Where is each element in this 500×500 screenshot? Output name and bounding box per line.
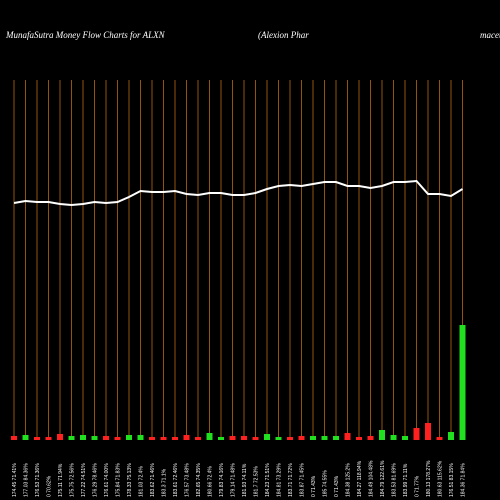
bar <box>22 435 29 440</box>
x-tick-label: 0 71.77% <box>415 475 421 497</box>
bar <box>218 437 224 440</box>
bar <box>241 436 247 440</box>
x-tick-label: 180.13 178.27% <box>426 460 432 497</box>
bar <box>379 430 385 440</box>
bar <box>195 437 201 440</box>
bar <box>229 436 236 440</box>
money-flow-line <box>13 179 464 207</box>
bar <box>367 436 374 440</box>
bar <box>45 437 52 440</box>
bar <box>149 437 155 440</box>
x-tick-label: 182.65 74.35% <box>196 463 202 497</box>
bar <box>57 434 63 440</box>
x-tick-label: 177.22 74.51% <box>81 463 87 497</box>
x-tick-label: 0 71.43% <box>334 475 340 497</box>
x-tick-label: 176.51 83.15% <box>449 463 455 497</box>
x-tick-label: 175.75 72.56% <box>70 463 76 497</box>
x-tick-label: 179.83 74.16% <box>219 463 225 497</box>
bar <box>448 432 454 440</box>
bar <box>298 436 305 440</box>
chart-title: MunafaSutra Money Flow Charts for ALXN <box>5 30 166 40</box>
bar <box>275 437 282 440</box>
x-tick-label: 185 74.55% <box>323 470 329 497</box>
grid <box>13 80 463 440</box>
bar <box>126 435 132 440</box>
bar <box>344 433 351 440</box>
bar <box>436 437 443 440</box>
x-tick-label: 184.49 104.48% <box>369 460 375 497</box>
bar <box>252 437 259 440</box>
x-tick-label: 184.81 73.29% <box>277 463 283 497</box>
x-tick-label: 184.27 118.94% <box>357 460 363 497</box>
x-tick-label: 176.29 78.46% <box>93 463 99 497</box>
x-tick-label: 183.87 71.45% <box>300 463 306 497</box>
x-tick-label: 176.57 73.48% <box>185 463 191 497</box>
bar <box>321 436 328 440</box>
chart-subtitle-end: maceuticals <box>480 30 500 40</box>
bar <box>91 436 98 440</box>
x-tick-label: 183.99 71.11% <box>403 463 409 497</box>
bar <box>402 436 408 440</box>
bar <box>137 435 144 440</box>
bar <box>264 434 270 440</box>
x-tick-label: 181.03 72.4% <box>139 466 145 497</box>
x-tick-label: 175.11 71.94% <box>58 463 64 497</box>
x-tick-label: 175.84 71.83% <box>116 463 122 497</box>
bar <box>68 436 75 440</box>
x-tick-label: 184.79 122.61% <box>380 460 386 497</box>
x-tick-label: 184.36 71.84% <box>461 463 467 497</box>
x-tick-label: 174.45 71.41% <box>12 463 18 497</box>
x-tick-label: 177.03 84.36% <box>24 463 30 497</box>
x-tick-label: 184.23 71.51% <box>265 463 271 497</box>
bar <box>333 436 339 440</box>
bar <box>160 437 167 440</box>
bar <box>459 325 466 440</box>
x-tick-label: 0 70.62% <box>47 475 53 497</box>
bar <box>80 435 86 440</box>
bar <box>11 436 17 440</box>
x-tick-label: 176.61 74.00% <box>104 463 110 497</box>
x-tick-label: 178.33 75.13% <box>127 463 133 497</box>
bar <box>390 435 397 440</box>
chart-subtitle: (Alexion Phar <box>258 30 309 40</box>
x-tick-label: 180.66 72.4% <box>208 466 214 497</box>
bar <box>183 435 190 440</box>
x-tick-label: 0 71.43% <box>311 475 317 497</box>
bar <box>172 437 178 440</box>
x-tick-label: 181.93 74.11% <box>242 463 248 497</box>
x-tick-label: 180.63 115.62% <box>438 460 444 497</box>
bar <box>413 428 420 440</box>
bar <box>425 423 431 440</box>
x-tick-label: 183.62 71.46% <box>150 463 156 497</box>
x-tick-label: 183.61 72.46% <box>173 463 179 497</box>
x-tick-label: 183.71 71.72% <box>288 463 294 497</box>
x-tick-label: 181.7 72.53% <box>254 466 260 497</box>
x-tick-label: 176.53 71.36% <box>35 463 41 497</box>
bar <box>34 437 40 440</box>
x-tick-label: 183.3 71.1% <box>162 468 168 497</box>
x-tick-label: 183.53 81.69% <box>392 463 398 497</box>
bar <box>114 437 121 440</box>
x-tick-label: 184.38 125.2% <box>346 463 352 497</box>
bar <box>103 436 109 440</box>
bar <box>206 433 213 440</box>
x-tick-label: 179.14 71.48% <box>231 463 237 497</box>
bar <box>287 437 293 440</box>
bar <box>310 436 316 440</box>
bar <box>356 437 362 440</box>
